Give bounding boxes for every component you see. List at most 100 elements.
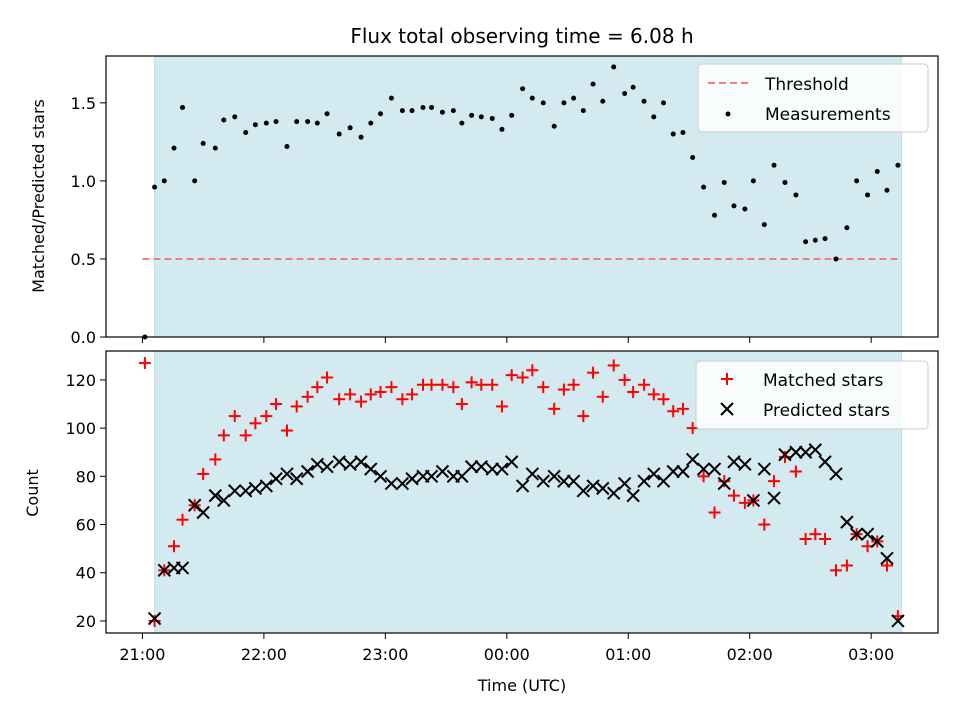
matched-star-point: [647, 388, 660, 401]
y-tick-label: 0.0: [71, 328, 96, 347]
matched-star-point: [727, 489, 740, 502]
measurement-point: [731, 203, 737, 209]
bottom-y-axis-label: Count: [23, 469, 42, 517]
matched-star-point: [290, 400, 303, 413]
matched-star-point: [738, 496, 751, 509]
predicted-star-point: [637, 474, 651, 488]
predicted-star-point: [717, 476, 731, 491]
measurement-point: [812, 237, 818, 243]
measurement-point: [793, 192, 799, 198]
measurement-point: [551, 123, 557, 129]
matched-star-point: [557, 383, 570, 396]
predicted-star-point: [248, 481, 263, 496]
measurement-point: [399, 108, 405, 114]
predicted-star-point: [515, 479, 530, 493]
measurement-point: [651, 114, 657, 120]
measurement-point: [409, 108, 415, 114]
matched-star-point: [475, 378, 488, 391]
predicted-star-point: [685, 452, 700, 467]
predicted-star-point: [395, 476, 410, 491]
predicted-star-point: [343, 457, 357, 471]
measurement-point: [489, 115, 495, 121]
legend-measurements-label: Measurements: [765, 105, 891, 125]
predicted-star-point: [880, 551, 894, 565]
matched-star-point: [495, 400, 508, 413]
predicted-star-point: [157, 563, 172, 578]
x-tick-label: 03:00: [848, 645, 894, 664]
matched-star-point: [364, 388, 377, 401]
x-axis-label: Time (UTC): [477, 676, 566, 695]
matched-star-point: [567, 378, 580, 391]
measurement-point: [420, 105, 426, 111]
predicted-star-point: [860, 527, 875, 541]
matched-star-point: [455, 398, 468, 411]
bottom-panel: 20 40 60 80 100 120 21:00 22:00 23:00 00:00 01:00…: [23, 350, 939, 695]
predicted-star-point: [727, 455, 741, 469]
predicted-star-point: [647, 467, 661, 481]
measurement-point: [212, 145, 218, 151]
measurement-point: [243, 129, 249, 135]
predicted-star-point: [696, 462, 711, 476]
measurement-point: [180, 105, 186, 111]
measurement-point: [803, 239, 809, 245]
measurement-point: [854, 178, 860, 184]
measurement-point: [509, 112, 515, 118]
matched-star-point: [197, 467, 210, 480]
top-panel-frame: [105, 55, 939, 338]
matched-star-point: [385, 381, 398, 394]
matched-star-point: [217, 429, 230, 442]
measurement-point: [600, 98, 606, 104]
predicted-star-point: [767, 491, 781, 505]
measurement-point: [161, 178, 167, 184]
measurement-point: [499, 126, 505, 132]
measurement-point: [884, 187, 890, 193]
measurement-point: [263, 120, 269, 126]
measurement-point: [314, 120, 320, 126]
predicted-star-point: [474, 459, 489, 474]
measurement-point: [782, 179, 788, 185]
measurement-point: [221, 117, 227, 123]
matched-star-point: [176, 513, 189, 526]
x-tick-label: 01:00: [605, 645, 651, 664]
measurement-point: [529, 95, 535, 101]
measurement-point: [865, 192, 871, 198]
predicted-star-point: [354, 455, 368, 469]
measurement-point: [469, 112, 475, 118]
predicted-star-point: [175, 561, 190, 575]
measurement-point: [701, 184, 707, 190]
measurement-point: [388, 95, 394, 101]
y-tick-label: 0.5: [71, 250, 96, 269]
matched-star-point: [301, 390, 314, 403]
matched-star-point: [829, 564, 842, 577]
measurement-point: [324, 111, 330, 117]
matched-star-point: [447, 381, 460, 394]
predicted-star-point: [238, 484, 253, 498]
predicted-star-point: [464, 459, 479, 474]
predicted-star-point: [259, 479, 274, 493]
measurement-point: [690, 154, 696, 160]
predicted-star-point: [808, 443, 823, 457]
matched-star-point: [260, 410, 273, 423]
matched-star-point: [436, 378, 449, 391]
predicted-star-point: [606, 486, 621, 500]
predicted-star-point: [228, 484, 242, 498]
measurement-point: [761, 222, 767, 228]
measurement-point: [561, 100, 567, 106]
predicted-star-point: [332, 455, 346, 469]
y-tick-label: 80: [76, 467, 96, 486]
x-tick-label: 23:00: [362, 645, 408, 664]
measurement-point: [712, 212, 718, 218]
matched-star-point: [686, 422, 699, 435]
predicted-star-point: [891, 614, 905, 628]
measurement-point: [571, 95, 577, 101]
predicted-star-point: [289, 472, 304, 486]
measurement-point: [294, 119, 300, 125]
matched-star-point: [618, 373, 631, 386]
x-tick-label: 00:00: [484, 645, 530, 664]
measurement-point: [377, 111, 383, 117]
predicted-star-point: [626, 488, 640, 503]
predicted-star-point: [147, 611, 162, 626]
matched-star-point: [587, 366, 600, 379]
predicted-star-point: [405, 472, 419, 486]
y-tick-label: 1.5: [71, 94, 96, 113]
